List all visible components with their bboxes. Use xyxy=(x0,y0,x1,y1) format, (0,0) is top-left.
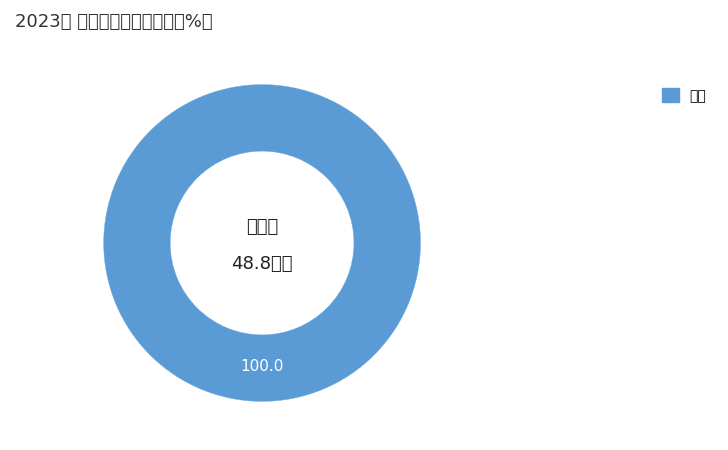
Text: 2023年 輸出相手国のシェア（%）: 2023年 輸出相手国のシェア（%） xyxy=(15,14,212,32)
Legend: 香港: 香港 xyxy=(662,88,706,103)
Text: 48.8万円: 48.8万円 xyxy=(232,255,293,273)
Text: 総　額: 総 額 xyxy=(246,218,278,236)
Wedge shape xyxy=(103,85,421,401)
Text: 100.0: 100.0 xyxy=(240,359,284,374)
